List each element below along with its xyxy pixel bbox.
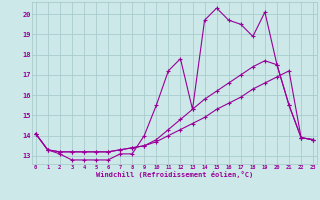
X-axis label: Windchill (Refroidissement éolien,°C): Windchill (Refroidissement éolien,°C) <box>96 171 253 178</box>
